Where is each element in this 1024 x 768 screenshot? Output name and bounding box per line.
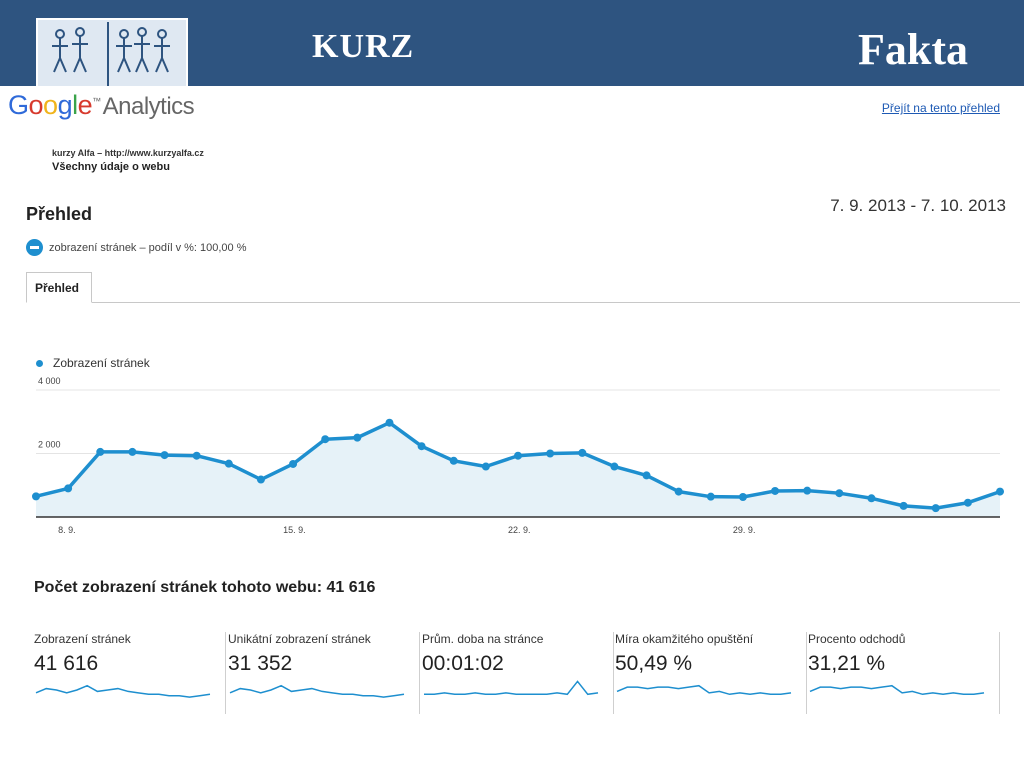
data-point — [224, 459, 233, 468]
data-point — [64, 484, 73, 493]
data-point — [931, 504, 940, 513]
data-point — [706, 492, 715, 501]
data-point — [803, 486, 812, 495]
metric-sparkline — [424, 680, 599, 696]
segment-icon — [26, 239, 43, 256]
slide-header: KURZ Fakta — [0, 0, 1024, 90]
metric-label: Prům. doba na stránce — [422, 632, 544, 646]
school-logo — [36, 18, 188, 90]
sparkline-path — [424, 680, 599, 696]
site-name: kurzy Alfa – http://www.kurzyalfa.cz — [52, 148, 204, 158]
metric-sparkline — [35, 684, 211, 698]
data-point — [835, 489, 844, 498]
data-point — [192, 451, 201, 460]
total-pageviews: Počet zobrazení stránek tohoto webu: 41 … — [34, 579, 376, 596]
data-point — [128, 447, 137, 456]
metric-value: 50,49 % — [615, 652, 693, 675]
data-point — [610, 462, 619, 471]
data-point — [996, 487, 1004, 496]
x-tick-label: 22. 9. — [508, 525, 531, 535]
data-point — [449, 456, 458, 465]
chart-legend: Zobrazení stránek — [36, 356, 150, 370]
series-area — [36, 422, 1000, 517]
metric-card[interactable]: Zobrazení stránek 41 616 — [34, 632, 226, 714]
tab-divider — [26, 302, 1020, 303]
page-title: Přehled — [26, 204, 93, 224]
metric-label: Zobrazení stránek — [34, 632, 131, 646]
data-point — [385, 418, 394, 427]
metric-sparkline — [616, 684, 792, 696]
metric-label: Unikátní zobrazení stránek — [228, 632, 371, 646]
metric-label: Procento odchodů — [808, 632, 906, 646]
x-tick-label: 15. 9. — [283, 525, 306, 535]
metric-sparkline — [229, 684, 405, 698]
data-point — [256, 475, 265, 484]
metric-card[interactable]: Prům. doba na stránce 00:01:02 — [422, 632, 614, 714]
data-point — [546, 449, 555, 458]
metric-card[interactable]: Míra okamžitého opuštění 50,49 % — [615, 632, 807, 714]
data-point — [289, 459, 298, 468]
data-point — [514, 451, 522, 460]
logo-letter: o — [43, 90, 58, 120]
data-point — [417, 442, 426, 451]
sparkline-path — [616, 684, 792, 696]
data-point — [353, 433, 362, 442]
slide-title: KURZ — [312, 28, 415, 65]
data-point — [578, 448, 587, 457]
data-point — [867, 494, 876, 503]
logo-analytics: Analytics — [102, 93, 195, 120]
data-point — [963, 498, 972, 507]
metric-value: 41 616 — [34, 652, 99, 675]
data-point — [160, 451, 169, 460]
metric-value: 31 352 — [228, 652, 293, 675]
legend-label: Zobrazení stránek — [53, 356, 150, 370]
tab-overview[interactable]: Přehled — [26, 272, 92, 303]
logo-letter: o — [28, 90, 44, 120]
y-tick-label: 4 000 — [38, 376, 61, 386]
x-tick-label: 29. 9. — [733, 525, 756, 535]
pageviews-chart: 4 000 2 000 8. 9. 15. 9. 22. 9. 29. 9. — [32, 376, 1004, 535]
sparkline-path — [35, 684, 211, 698]
google-analytics-logo: Google™Analytics — [8, 90, 195, 121]
logo-trademark: ™ — [92, 96, 101, 106]
logo-letter: e — [77, 90, 93, 120]
data-point — [674, 487, 683, 496]
data-point — [32, 492, 40, 501]
x-tick-label: 8. 9. — [58, 525, 76, 535]
segment-indicator[interactable]: zobrazení stránek – podíl v %: 100,00 % — [26, 239, 247, 256]
data-point — [771, 486, 780, 495]
sparkline-path — [229, 684, 405, 698]
data-point — [481, 462, 490, 471]
metric-value: 31,21 % — [808, 652, 886, 675]
data-point — [642, 471, 651, 480]
sparkline-path — [809, 684, 985, 696]
logo-letter: l — [72, 90, 78, 120]
logo-letter: G — [8, 90, 29, 120]
data-point — [321, 435, 330, 444]
people-illustration-icon — [52, 22, 170, 86]
metric-card[interactable]: Unikátní zobrazení stránek 31 352 — [228, 632, 420, 714]
logo-letter: g — [57, 90, 73, 120]
segment-label: zobrazení stránek – podíl v %: 100,00 % — [49, 241, 247, 254]
legend-dot-icon — [36, 359, 43, 367]
metric-card[interactable]: Procento odchodů 31,21 % — [808, 632, 1000, 714]
metric-label: Míra okamžitého opuštění — [615, 632, 754, 646]
analytics-report-panel: Google™Analytics Přejít na tento přehled… — [0, 86, 1024, 768]
y-tick-label: 2 000 — [38, 440, 61, 450]
date-range-picker[interactable]: 7. 9. 2013 - 7. 10. 2013 — [830, 196, 1006, 215]
metric-sparkline — [809, 684, 985, 696]
slide-title-right: Fakta — [858, 25, 968, 74]
data-point — [738, 492, 747, 501]
data-point — [899, 501, 908, 510]
data-point — [96, 447, 105, 456]
goto-report-link[interactable]: Přejít na tento přehled — [881, 101, 1000, 115]
site-scope: Všechny údaje o webu — [52, 161, 170, 173]
metric-value: 00:01:02 — [422, 652, 504, 675]
